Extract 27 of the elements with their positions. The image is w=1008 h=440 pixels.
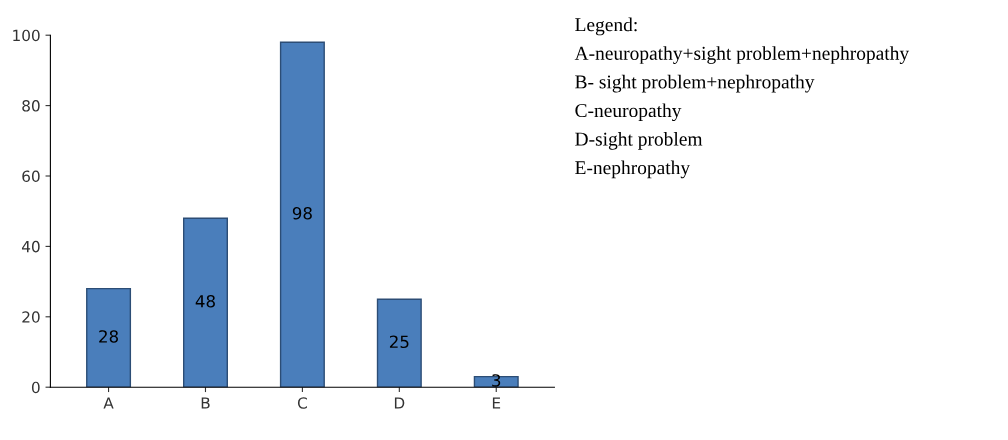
bar — [182, 217, 228, 388]
y-tick-label: 0 — [31, 381, 40, 394]
bar — [86, 287, 132, 388]
x-tick-label: E — [492, 397, 501, 409]
bar — [279, 41, 325, 388]
x-tick-label: A — [103, 397, 114, 409]
text: B- sight problem+nephropathy — [575, 74, 815, 93]
y-tick-label: 100 — [13, 29, 40, 42]
bar — [473, 375, 519, 388]
data-label: 25 — [389, 335, 409, 349]
data-label: 48 — [195, 294, 215, 308]
x-tick-label: B — [201, 397, 210, 409]
data-label: 3 — [492, 374, 501, 387]
text: D-sight problem — [575, 132, 703, 150]
y-tick-label: 80 — [22, 100, 40, 112]
y-tick-label: 20 — [22, 311, 40, 323]
bar — [376, 298, 422, 388]
x-tick-label: C — [297, 397, 307, 409]
x-tick-label: D — [394, 397, 405, 409]
text: C-neuropathy — [575, 103, 682, 122]
text: Legend: — [575, 17, 637, 36]
text: E-nephropathy — [575, 160, 691, 179]
data-label: 98 — [292, 206, 312, 220]
y-tick-label: 60 — [22, 170, 40, 183]
text: A-neuropathy+sight problem+nephropathy — [574, 46, 910, 64]
data-label: 28 — [99, 330, 119, 343]
y-tick-label: 40 — [21, 240, 40, 253]
